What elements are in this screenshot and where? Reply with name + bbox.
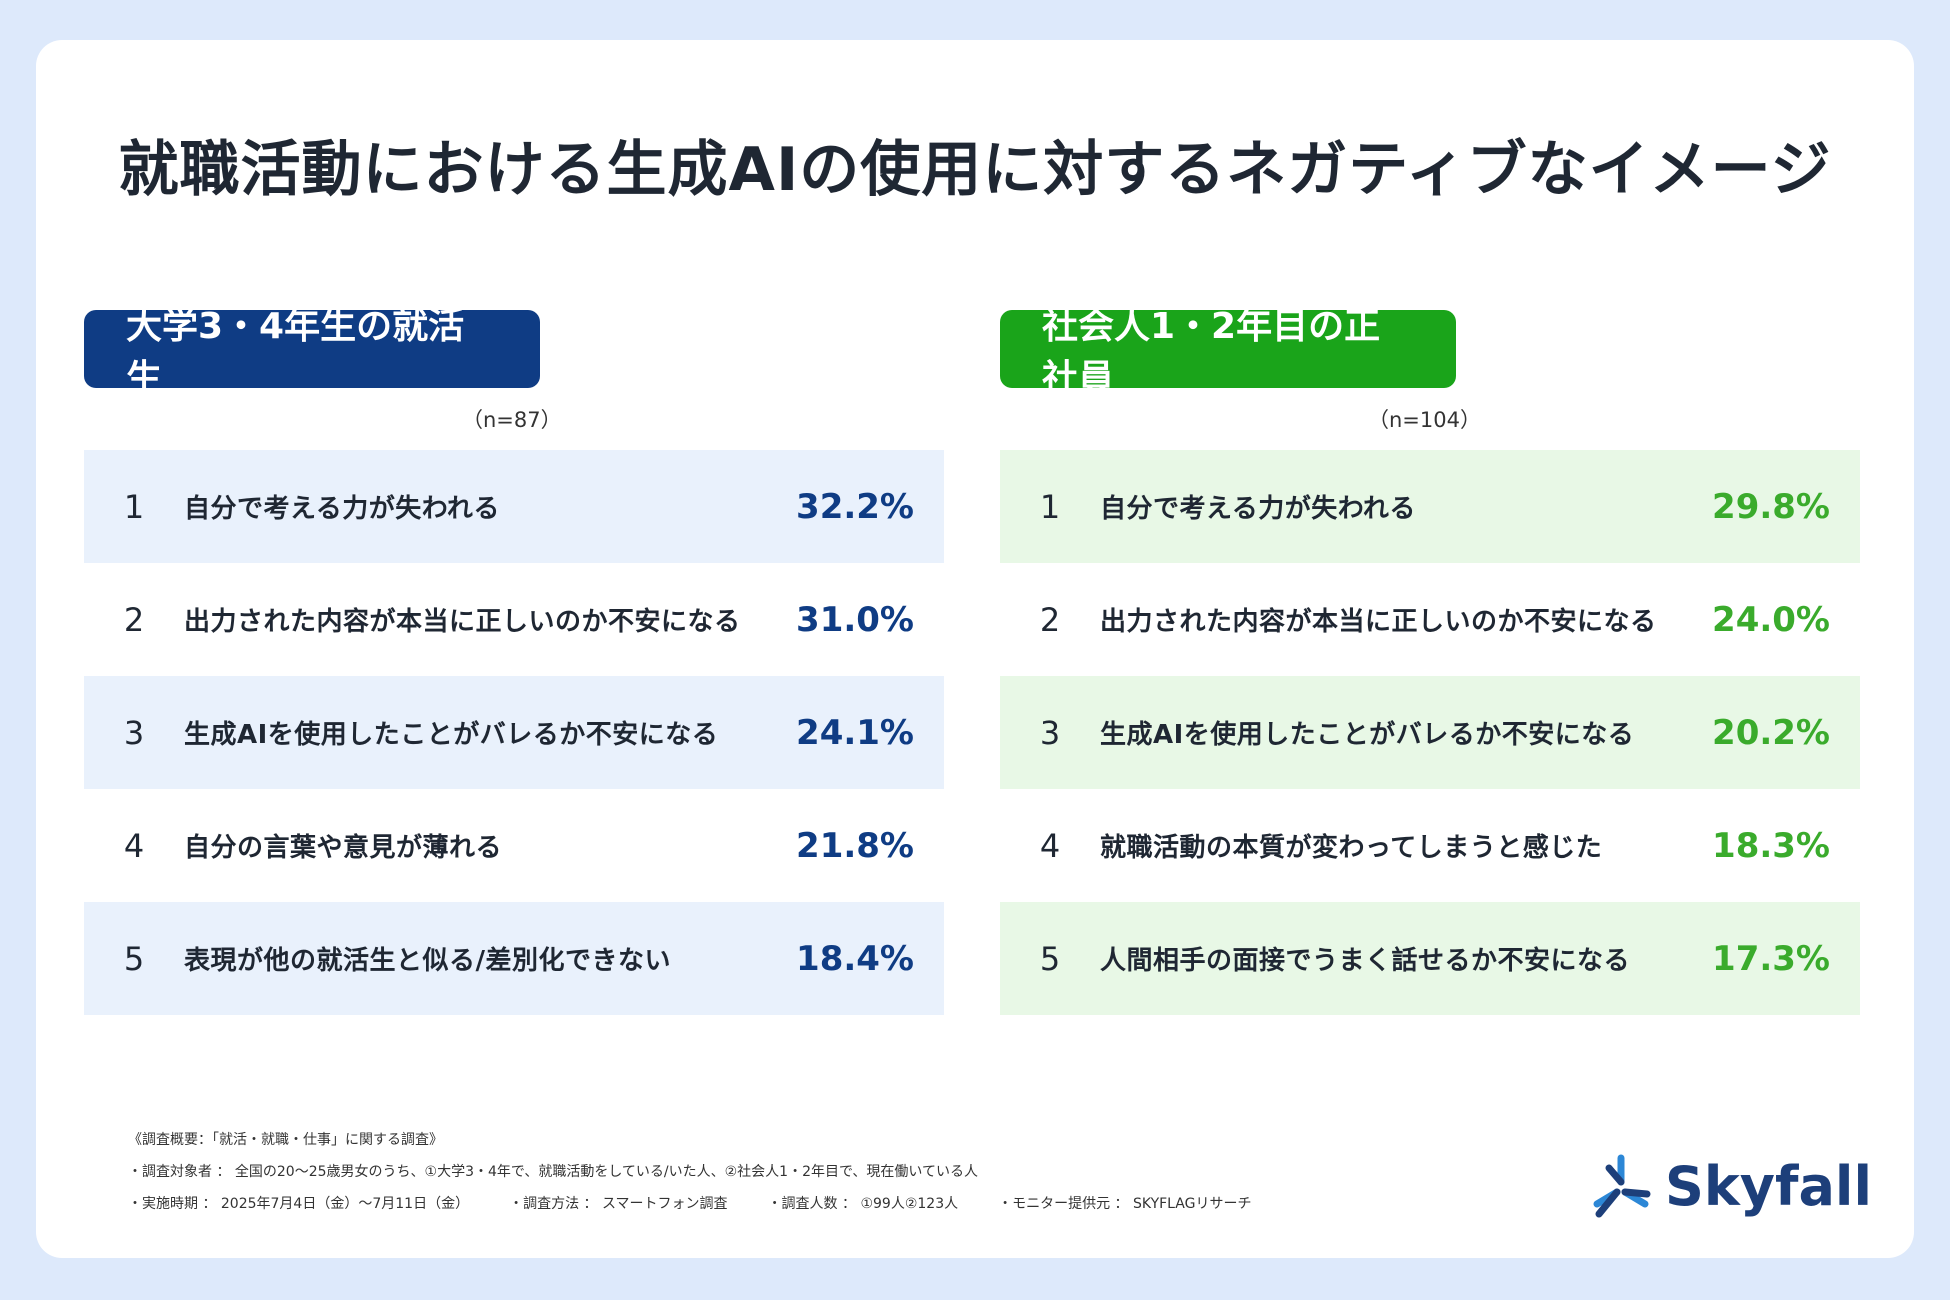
rank-number: 5 xyxy=(1039,939,1061,978)
title-wrap: 就職活動における生成AIの使用に対するネガティブなイメージ xyxy=(36,128,1914,212)
rank-number: 4 xyxy=(123,826,145,865)
notes-count: ・調査人数 ： ①99人②123人 xyxy=(767,1196,959,1212)
notes-provider: ・モニター提供元 ： SKYFLAGリサーチ xyxy=(998,1196,1252,1212)
row-value: 24.0% xyxy=(1712,599,1830,640)
table-row: 2 出力された内容が本当に正しいのか不安になる 31.0% xyxy=(84,563,944,676)
survey-notes: 《調査概要：「就活・就職・仕事」に関する調査》 ・調査対象者 ： 全国の20〜2… xyxy=(128,1124,1251,1220)
row-label: 生成AIを使用したことがバレるか不安になる xyxy=(1100,720,1635,750)
table-row: 5 表現が他の就活生と似る/差別化できない 18.4% xyxy=(84,902,944,1015)
row-label: 自分の言葉や意見が薄れる xyxy=(184,833,503,863)
row-value: 20.2% xyxy=(1712,712,1830,753)
right-sample-size: （n=104） xyxy=(1368,408,1481,432)
row-label: 自分で考える力が失われる xyxy=(184,494,500,524)
row-value: 21.8% xyxy=(796,825,914,866)
table-row: 1 自分で考える力が失われる 29.8% xyxy=(1000,450,1860,563)
notes-details: ・実施時期 ： 2025年7月4日（金）〜7月11日（金） ・調査方法 ： スマー… xyxy=(128,1188,1251,1220)
row-label: 生成AIを使用したことがバレるか不安になる xyxy=(184,720,719,750)
notes-period: ・実施時期 ： 2025年7月4日（金）〜7月11日（金） xyxy=(128,1196,470,1212)
right-group-tag: 社会人1・2年目の正社員 xyxy=(1000,306,1456,399)
page-title: 就職活動における生成AIの使用に対するネガティブなイメージ xyxy=(112,128,1838,212)
skyfall-logo: Skyfall xyxy=(1587,1152,1872,1220)
logo-text: Skyfall xyxy=(1665,1154,1872,1218)
infographic-card: 就職活動における生成AIの使用に対するネガティブなイメージ 大学3・4年生の就活… xyxy=(36,40,1914,1258)
row-label: 表現が他の就活生と似る/差別化できない xyxy=(184,946,671,976)
left-sample-size: （n=87） xyxy=(462,408,562,432)
row-label: 人間相手の面接でうまく話せるか不安になる xyxy=(1100,946,1631,976)
table-row: 4 就職活動の本質が変わってしまうと感じた 18.3% xyxy=(1000,789,1860,902)
left-group-tag: 大学3・4年生の就活生 xyxy=(84,306,540,399)
rank-number: 2 xyxy=(123,600,145,639)
rank-number: 5 xyxy=(123,939,145,978)
rank-number: 1 xyxy=(1039,487,1061,526)
row-value: 18.4% xyxy=(796,938,914,979)
row-label: 就職活動の本質が変わってしまうと感じた xyxy=(1100,833,1603,863)
table-row: 5 人間相手の面接でうまく話せるか不安になる 17.3% xyxy=(1000,902,1860,1015)
table-row: 2 出力された内容が本当に正しいのか不安になる 24.0% xyxy=(1000,563,1860,676)
row-value: 24.1% xyxy=(796,712,914,753)
rank-number: 4 xyxy=(1039,826,1061,865)
rank-number: 1 xyxy=(123,487,145,526)
left-ranking-table: 1 自分で考える力が失われる 32.2% 2 出力された内容が本当に正しいのか不… xyxy=(84,450,944,1015)
table-row: 3 生成AIを使用したことがバレるか不安になる 20.2% xyxy=(1000,676,1860,789)
row-label: 自分で考える力が失われる xyxy=(1100,494,1416,524)
rank-number: 3 xyxy=(123,713,145,752)
table-row: 3 生成AIを使用したことがバレるか不安になる 24.1% xyxy=(84,676,944,789)
row-value: 18.3% xyxy=(1712,825,1830,866)
row-value: 32.2% xyxy=(796,486,914,527)
notes-target: ・調査対象者 ： 全国の20〜25歳男女のうち、①大学3・4年で、就職活動をして… xyxy=(128,1164,979,1180)
row-value: 17.3% xyxy=(1712,938,1830,979)
rank-number: 3 xyxy=(1039,713,1061,752)
page-title-text: 就職活動における生成AIの使用に対するネガティブなイメージ xyxy=(118,135,1832,205)
notes-method: ・調査方法 ： スマートフォン調査 xyxy=(509,1196,728,1212)
row-label: 出力された内容が本当に正しいのか不安になる xyxy=(1100,607,1657,637)
skyfall-logo-icon xyxy=(1593,1154,1651,1218)
notes-heading: 《調査概要：「就活・就職・仕事」に関する調査》 xyxy=(128,1132,443,1148)
right-ranking-table: 1 自分で考える力が失われる 29.8% 2 出力された内容が本当に正しいのか不… xyxy=(1000,450,1860,1015)
row-label: 出力された内容が本当に正しいのか不安になる xyxy=(184,607,741,637)
table-row: 4 自分の言葉や意見が薄れる 21.8% xyxy=(84,789,944,902)
table-row: 1 自分で考える力が失われる 32.2% xyxy=(84,450,944,563)
row-value: 29.8% xyxy=(1712,486,1830,527)
rank-number: 2 xyxy=(1039,600,1061,639)
row-value: 31.0% xyxy=(796,599,914,640)
